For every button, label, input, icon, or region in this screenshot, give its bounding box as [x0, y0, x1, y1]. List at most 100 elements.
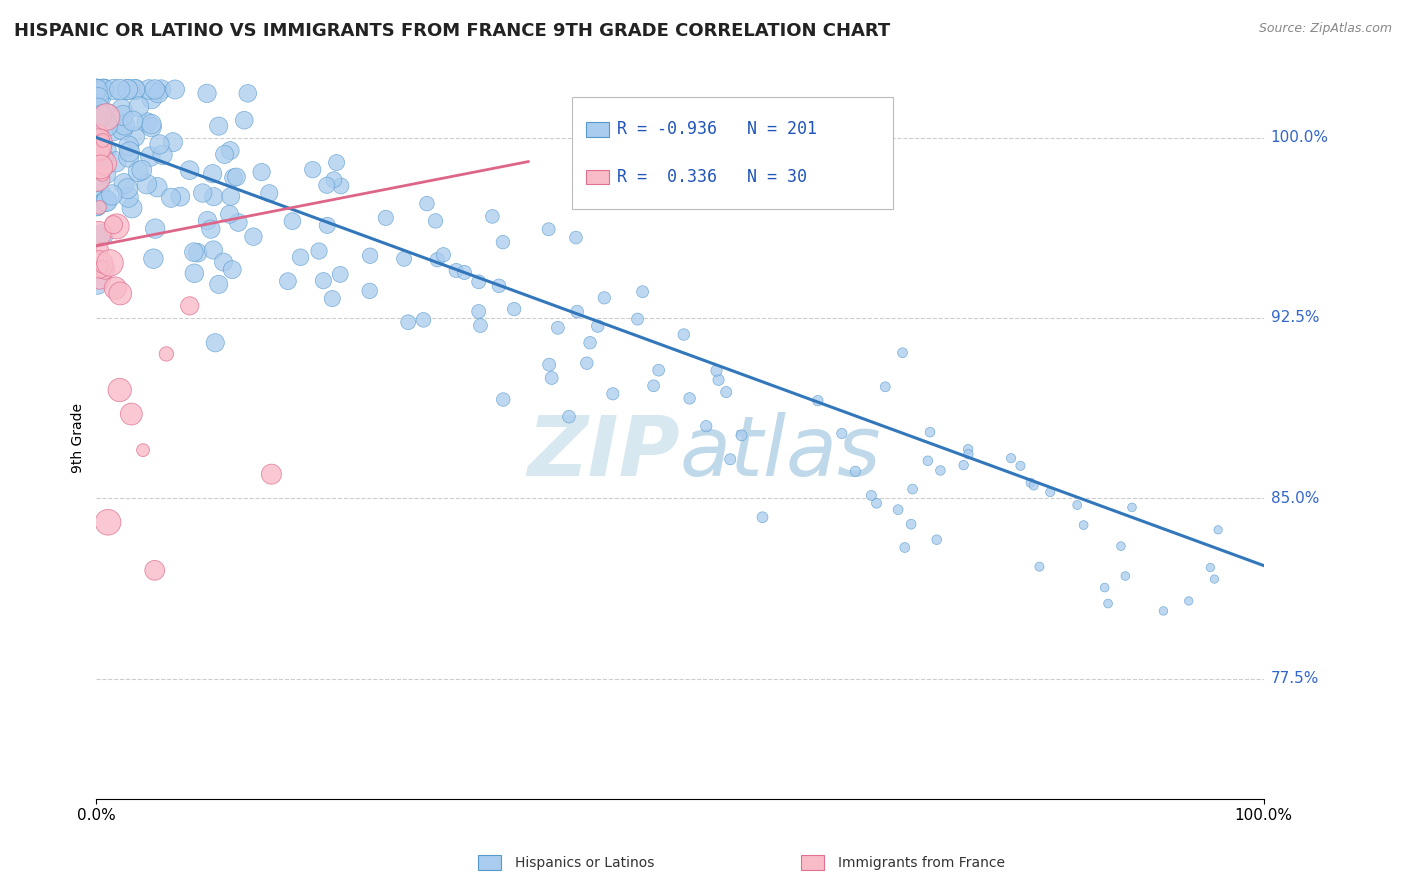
Point — [160, 191, 183, 205]
Point — [202, 243, 225, 257]
Point — [396, 315, 419, 329]
Point — [141, 92, 163, 106]
Point — [86, 199, 108, 213]
Point — [540, 371, 562, 385]
Point — [90, 90, 112, 104]
Point — [101, 188, 124, 202]
Point — [86, 277, 108, 291]
Point — [250, 165, 273, 179]
Point — [1109, 539, 1132, 553]
Point — [1022, 478, 1045, 492]
Point — [111, 102, 134, 116]
Point — [112, 108, 135, 122]
Point — [488, 278, 510, 293]
Point — [831, 426, 853, 441]
Point — [143, 563, 166, 577]
Point — [321, 292, 343, 306]
Point — [467, 304, 489, 318]
Point — [277, 274, 299, 288]
Point — [929, 463, 952, 477]
Point — [117, 139, 139, 153]
Point — [86, 140, 108, 154]
Point — [359, 284, 381, 298]
Point — [91, 242, 114, 256]
Point — [91, 82, 114, 96]
Point — [117, 182, 139, 196]
Point — [124, 82, 146, 96]
Point — [308, 244, 330, 258]
Point — [195, 87, 218, 101]
Point — [678, 392, 700, 406]
Text: 92.5%: 92.5% — [1271, 310, 1319, 326]
Point — [579, 335, 602, 350]
Point — [86, 82, 108, 96]
Point — [565, 230, 588, 244]
Text: 85.0%: 85.0% — [1271, 491, 1319, 506]
Point — [117, 82, 139, 96]
Point — [312, 274, 335, 288]
Point — [1094, 581, 1116, 595]
Point — [204, 335, 226, 350]
Point — [626, 312, 648, 326]
Point — [87, 104, 110, 119]
Point — [706, 363, 728, 377]
Point — [91, 151, 114, 165]
Point — [718, 452, 741, 467]
Text: ZIP: ZIP — [527, 412, 681, 493]
Point — [89, 145, 111, 159]
Point — [593, 291, 616, 305]
Point — [121, 114, 143, 128]
Point — [179, 163, 201, 178]
Point — [860, 488, 883, 502]
Point — [91, 82, 114, 96]
Point — [1204, 572, 1226, 586]
Point — [602, 387, 624, 401]
Point — [359, 249, 381, 263]
Point — [260, 467, 283, 482]
Point — [917, 454, 939, 468]
Point — [117, 190, 139, 204]
Point — [131, 163, 153, 178]
Point — [201, 167, 224, 181]
Point — [183, 266, 205, 280]
Point — [329, 178, 352, 193]
Point — [887, 502, 910, 516]
Point — [1039, 485, 1062, 500]
Point — [141, 117, 163, 131]
Point — [875, 380, 897, 394]
Point — [225, 169, 247, 184]
Point — [202, 190, 225, 204]
Point — [374, 211, 396, 225]
Point — [647, 363, 669, 377]
Point — [290, 250, 312, 264]
Text: Immigrants from France: Immigrants from France — [838, 855, 1005, 870]
Point — [219, 144, 242, 158]
Point — [94, 194, 117, 208]
Point — [222, 170, 245, 185]
Point — [150, 82, 173, 96]
Point — [86, 150, 108, 164]
Point — [155, 347, 177, 361]
Point — [86, 82, 108, 96]
Point — [1114, 569, 1136, 583]
Point — [214, 147, 236, 161]
Point — [221, 262, 243, 277]
Point — [86, 229, 108, 244]
Point — [112, 118, 135, 132]
Text: Hispanics or Latinos: Hispanics or Latinos — [515, 855, 654, 870]
Point — [148, 137, 170, 152]
Point — [135, 115, 157, 129]
Point — [86, 82, 108, 96]
Point — [90, 260, 112, 274]
Point — [90, 108, 112, 122]
Point — [86, 198, 108, 212]
Point — [325, 155, 347, 169]
Point — [412, 313, 434, 327]
Point — [537, 222, 560, 236]
Point — [127, 164, 149, 178]
Point — [86, 114, 108, 128]
Point — [103, 82, 125, 96]
Point — [918, 425, 941, 439]
Point — [118, 145, 141, 159]
Point — [707, 373, 730, 387]
